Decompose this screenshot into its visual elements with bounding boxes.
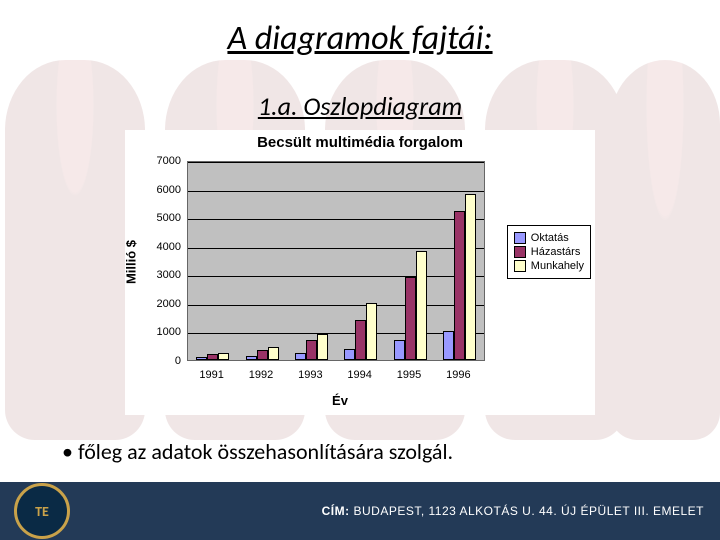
chart-bar [246,356,257,360]
chart-bar [416,251,427,360]
chart-bar [454,211,465,360]
chart-bar [355,320,366,360]
chart-ytick: 0 [175,355,181,367]
chart-bar [257,350,268,360]
chart-bar [218,353,229,360]
footer-address: CÍM: BUDAPEST, 1123 ALKOTÁS U. 44. ÚJ ÉP… [322,504,704,518]
chart-xticks: 1991 1992 1993 1994 1995 1996 [187,369,483,385]
footer-bar: TE CÍM: BUDAPEST, 1123 ALKOTÁS U. 44. ÚJ… [0,482,720,540]
chart-ytick: 1000 [157,326,181,338]
bar-chart: Becsült multimédia forgalom Millió $ 0 10… [125,130,595,415]
chart-plot [187,161,485,361]
chart-ylabel: Millió $ [124,240,139,284]
footer-address-text: BUDAPEST, 1123 ALKOTÁS U. 44. ÚJ ÉPÜLET … [353,504,704,518]
footer-label: CÍM: [322,504,350,518]
chart-bar [366,303,377,360]
legend-item: Munkahely [514,260,584,272]
chart-bar [306,340,317,360]
chart-gridline [188,333,484,334]
chart-xtick: 1992 [249,369,273,381]
chart-gridline [188,219,484,220]
chart-xtick: 1993 [298,369,322,381]
chart-bar [394,340,405,360]
chart-bar [344,349,355,360]
chart-ytick: 4000 [157,241,181,253]
legend-swatch [514,246,526,258]
chart-bar [465,194,476,360]
legend-label: Oktatás [531,232,569,244]
chart-plot-area: Millió $ 0 1000 2000 3000 4000 5000 6000 7000 1… [125,157,595,367]
chart-bar [207,354,218,360]
chart-ytick: 7000 [157,155,181,167]
logo-badge: TE [14,483,70,539]
chart-ytick: 3000 [157,269,181,281]
chart-bar [443,331,454,360]
chart-xlabel: Év [85,393,595,408]
legend-label: Házastárs [531,246,581,258]
chart-xtick: 1996 [446,369,470,381]
chart-title: Becsült multimédia forgalom [125,134,595,151]
chart-bar [405,277,416,360]
chart-gridline [188,276,484,277]
chart-legend: Oktatás Házastárs Munkahely [507,225,591,279]
legend-item: Oktatás [514,232,584,244]
chart-xtick: 1991 [199,369,223,381]
bullet-text: főleg az adatok összehasonlítására szolg… [62,438,453,465]
legend-label: Munkahely [531,260,584,272]
chart-gridline [188,191,484,192]
chart-ytick: 2000 [157,298,181,310]
chart-ytick: 6000 [157,184,181,196]
legend-swatch [514,232,526,244]
legend-swatch [514,260,526,272]
chart-xtick: 1995 [397,369,421,381]
chart-bar [317,334,328,360]
section-subtitle: 1.a. Oszlopdiagram [0,90,720,122]
chart-ytick: 5000 [157,212,181,224]
chart-xtick: 1994 [347,369,371,381]
chart-yticks: 0 1000 2000 3000 4000 5000 6000 7000 [147,157,185,367]
chart-gridline [188,248,484,249]
chart-bar [295,353,306,360]
page-title: A diagramok fajtái: [0,18,720,59]
chart-gridline [188,162,484,163]
slide: A diagramok fajtái: 1.a. Oszlopdiagram B… [0,0,720,540]
legend-item: Házastárs [514,246,584,258]
chart-bar [268,347,279,360]
chart-gridline [188,305,484,306]
chart-bar [196,357,207,360]
